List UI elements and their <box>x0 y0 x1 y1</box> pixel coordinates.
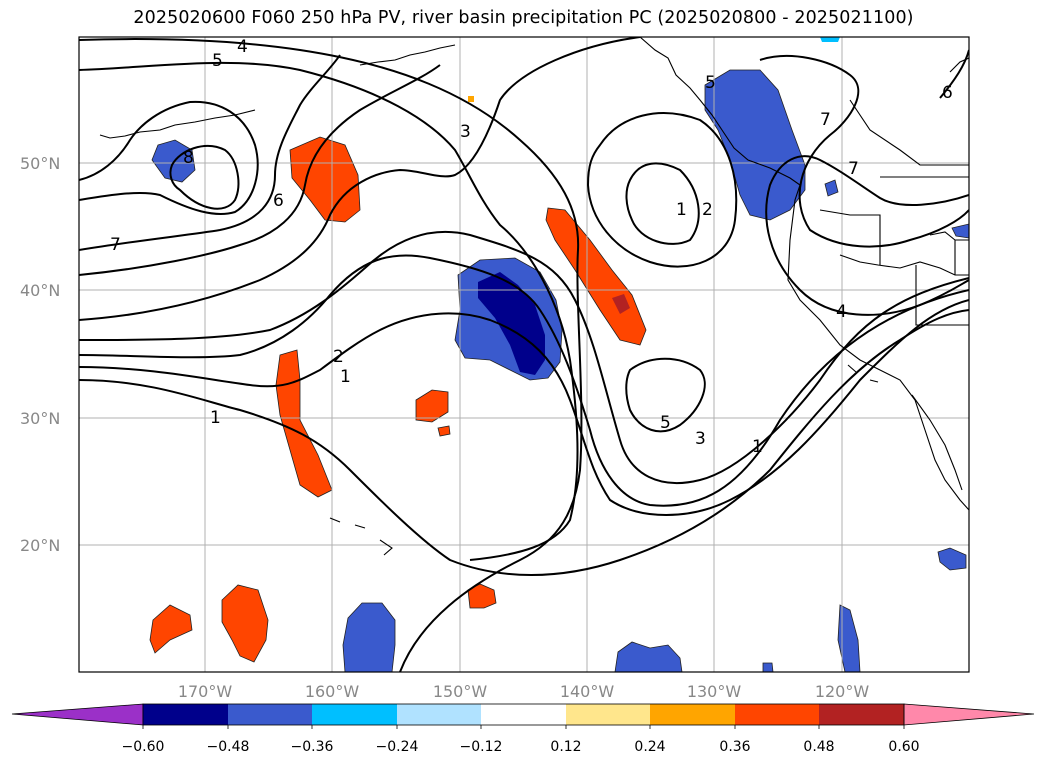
colorbar-tick-label: 0.48 <box>803 739 834 755</box>
colorbar-segment <box>143 704 228 725</box>
colorbar-segment <box>819 704 904 725</box>
contour-label: 4 <box>836 302 847 322</box>
contour-label: 6 <box>273 191 284 211</box>
pv-contour-labels: 1 1 1 1 2 2 3 3 4 4 5 5 5 6 6 7 7 7 8 <box>110 37 953 457</box>
longitude-labels: 170°W 160°W 150°W 140°W 130°W 120°W <box>178 682 870 701</box>
colorbar-tick-label: −0.36 <box>291 739 334 755</box>
lat-label: 20°N <box>20 536 60 555</box>
coastlines <box>99 37 969 556</box>
contour-label: 5 <box>212 51 223 71</box>
contour-label: 1 <box>340 367 351 387</box>
contour-label: 1 <box>676 200 687 220</box>
lon-label: 120°W <box>815 682 870 701</box>
colorbar: −0.60 −0.48 −0.36 −0.24 −0.12 0.12 0.24 … <box>11 703 1035 755</box>
colorbar-segment <box>228 704 312 725</box>
latitude-labels: 50°N 40°N 30°N 20°N <box>20 154 60 555</box>
contour-label: 1 <box>210 408 221 428</box>
contour-label: 3 <box>695 429 706 449</box>
contour-label: 7 <box>848 159 859 179</box>
contour-label: 5 <box>705 73 716 93</box>
lat-label: 50°N <box>20 154 60 173</box>
contour-label: 2 <box>333 347 344 367</box>
lat-label: 40°N <box>20 281 60 300</box>
colorbar-segment <box>650 704 735 725</box>
colorbar-tick-label: 0.36 <box>719 739 750 755</box>
colorbar-segment <box>481 704 566 725</box>
precip-negative-anomalies <box>151 37 969 672</box>
contour-label: 7 <box>820 110 831 130</box>
contour-label: 4 <box>237 37 248 57</box>
graticule <box>79 37 969 672</box>
colorbar-tick-label: 0.24 <box>634 739 665 755</box>
colorbar-extend-low <box>11 703 144 726</box>
lat-label: 30°N <box>20 409 60 428</box>
lon-label: 130°W <box>687 682 742 701</box>
lon-label: 160°W <box>305 682 360 701</box>
lon-label: 170°W <box>178 682 233 701</box>
colorbar-tick-label: −0.60 <box>122 739 165 755</box>
colorbar-tick-label: −0.24 <box>376 739 419 755</box>
colorbar-tick-label: 0.60 <box>888 739 919 755</box>
lon-label: 140°W <box>560 682 615 701</box>
colorbar-extend-high <box>903 703 1035 726</box>
precip-positive-anomalies <box>149 96 647 663</box>
contour-label: 7 <box>110 235 121 255</box>
colorbar-segment <box>397 704 481 725</box>
colorbar-tick-label: −0.48 <box>207 739 250 755</box>
colorbar-segment <box>735 704 819 725</box>
colorbar-ticks <box>142 725 905 729</box>
pv-contours <box>79 37 969 672</box>
lon-label: 150°W <box>433 682 488 701</box>
colorbar-segment <box>566 704 650 725</box>
colorbar-tick-label: −0.12 <box>460 739 503 755</box>
map-title: 2025020600 F060 250 hPa PV, river basin … <box>133 8 914 28</box>
contour-label: 3 <box>460 122 471 142</box>
contour-label: 2 <box>702 200 713 220</box>
contour-label: 5 <box>660 413 671 433</box>
map-frame <box>78 36 970 673</box>
colorbar-frame <box>142 703 905 726</box>
colorbar-segment <box>312 704 397 725</box>
colorbar-tick-label: 0.12 <box>550 739 581 755</box>
contour-label: 8 <box>183 148 194 168</box>
contour-label: 6 <box>942 83 953 103</box>
contour-label: 1 <box>752 437 763 457</box>
